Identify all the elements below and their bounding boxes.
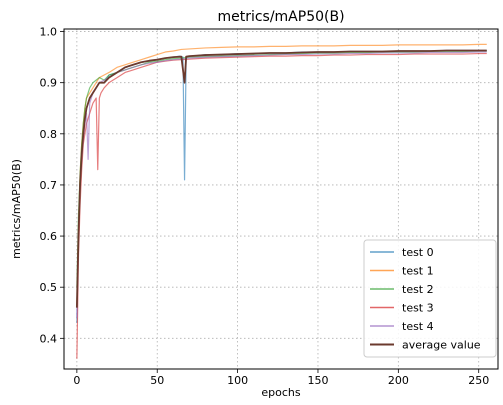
legend-label: test 3 (402, 302, 434, 315)
x-tick-label: 100 (227, 374, 248, 387)
grid-lines (64, 29, 498, 369)
y-tick-label: 0.5 (40, 281, 58, 294)
legend-label: test 0 (402, 246, 434, 259)
series-line-test-4 (76, 51, 487, 318)
legend-label: average value (402, 339, 481, 352)
legend-box (363, 239, 497, 358)
series-layer (75, 43, 487, 359)
y-tick-label: 0.4 (40, 332, 58, 345)
x-tick-label: 200 (388, 374, 409, 387)
axis-ticks: 0 50 100 150 200 250 0.4 0.5 0.6 0.7 0.8 0.9 1.0 (40, 26, 490, 387)
legend-label: test 1 (402, 265, 434, 278)
y-tick-label: 0.8 (40, 128, 58, 141)
x-tick-label: 50 (150, 374, 164, 387)
y-tick-label: 0.9 (40, 77, 58, 90)
legend: test 0 test 1 test 2 test 3 test 4 average va… (363, 239, 497, 358)
y-tick-label: 0.7 (40, 179, 58, 192)
y-tick-label: 1.0 (40, 26, 58, 39)
series-line-test-1 (76, 43, 487, 308)
x-axis-label: epochs (261, 386, 300, 399)
chart-title: metrics/mAP50(B) (217, 9, 344, 25)
legend-label: test 4 (402, 320, 434, 333)
plot-frame (63, 28, 499, 370)
y-axis-label: metrics/mAP50(B) (10, 159, 23, 259)
y-tick-label: 0.6 (40, 230, 58, 243)
x-tick-label: 0 (73, 374, 80, 387)
x-tick-label: 150 (307, 374, 328, 387)
legend-label: test 2 (402, 283, 434, 296)
x-tick-label: 250 (468, 374, 489, 387)
series-line-average-value (75, 49, 487, 308)
